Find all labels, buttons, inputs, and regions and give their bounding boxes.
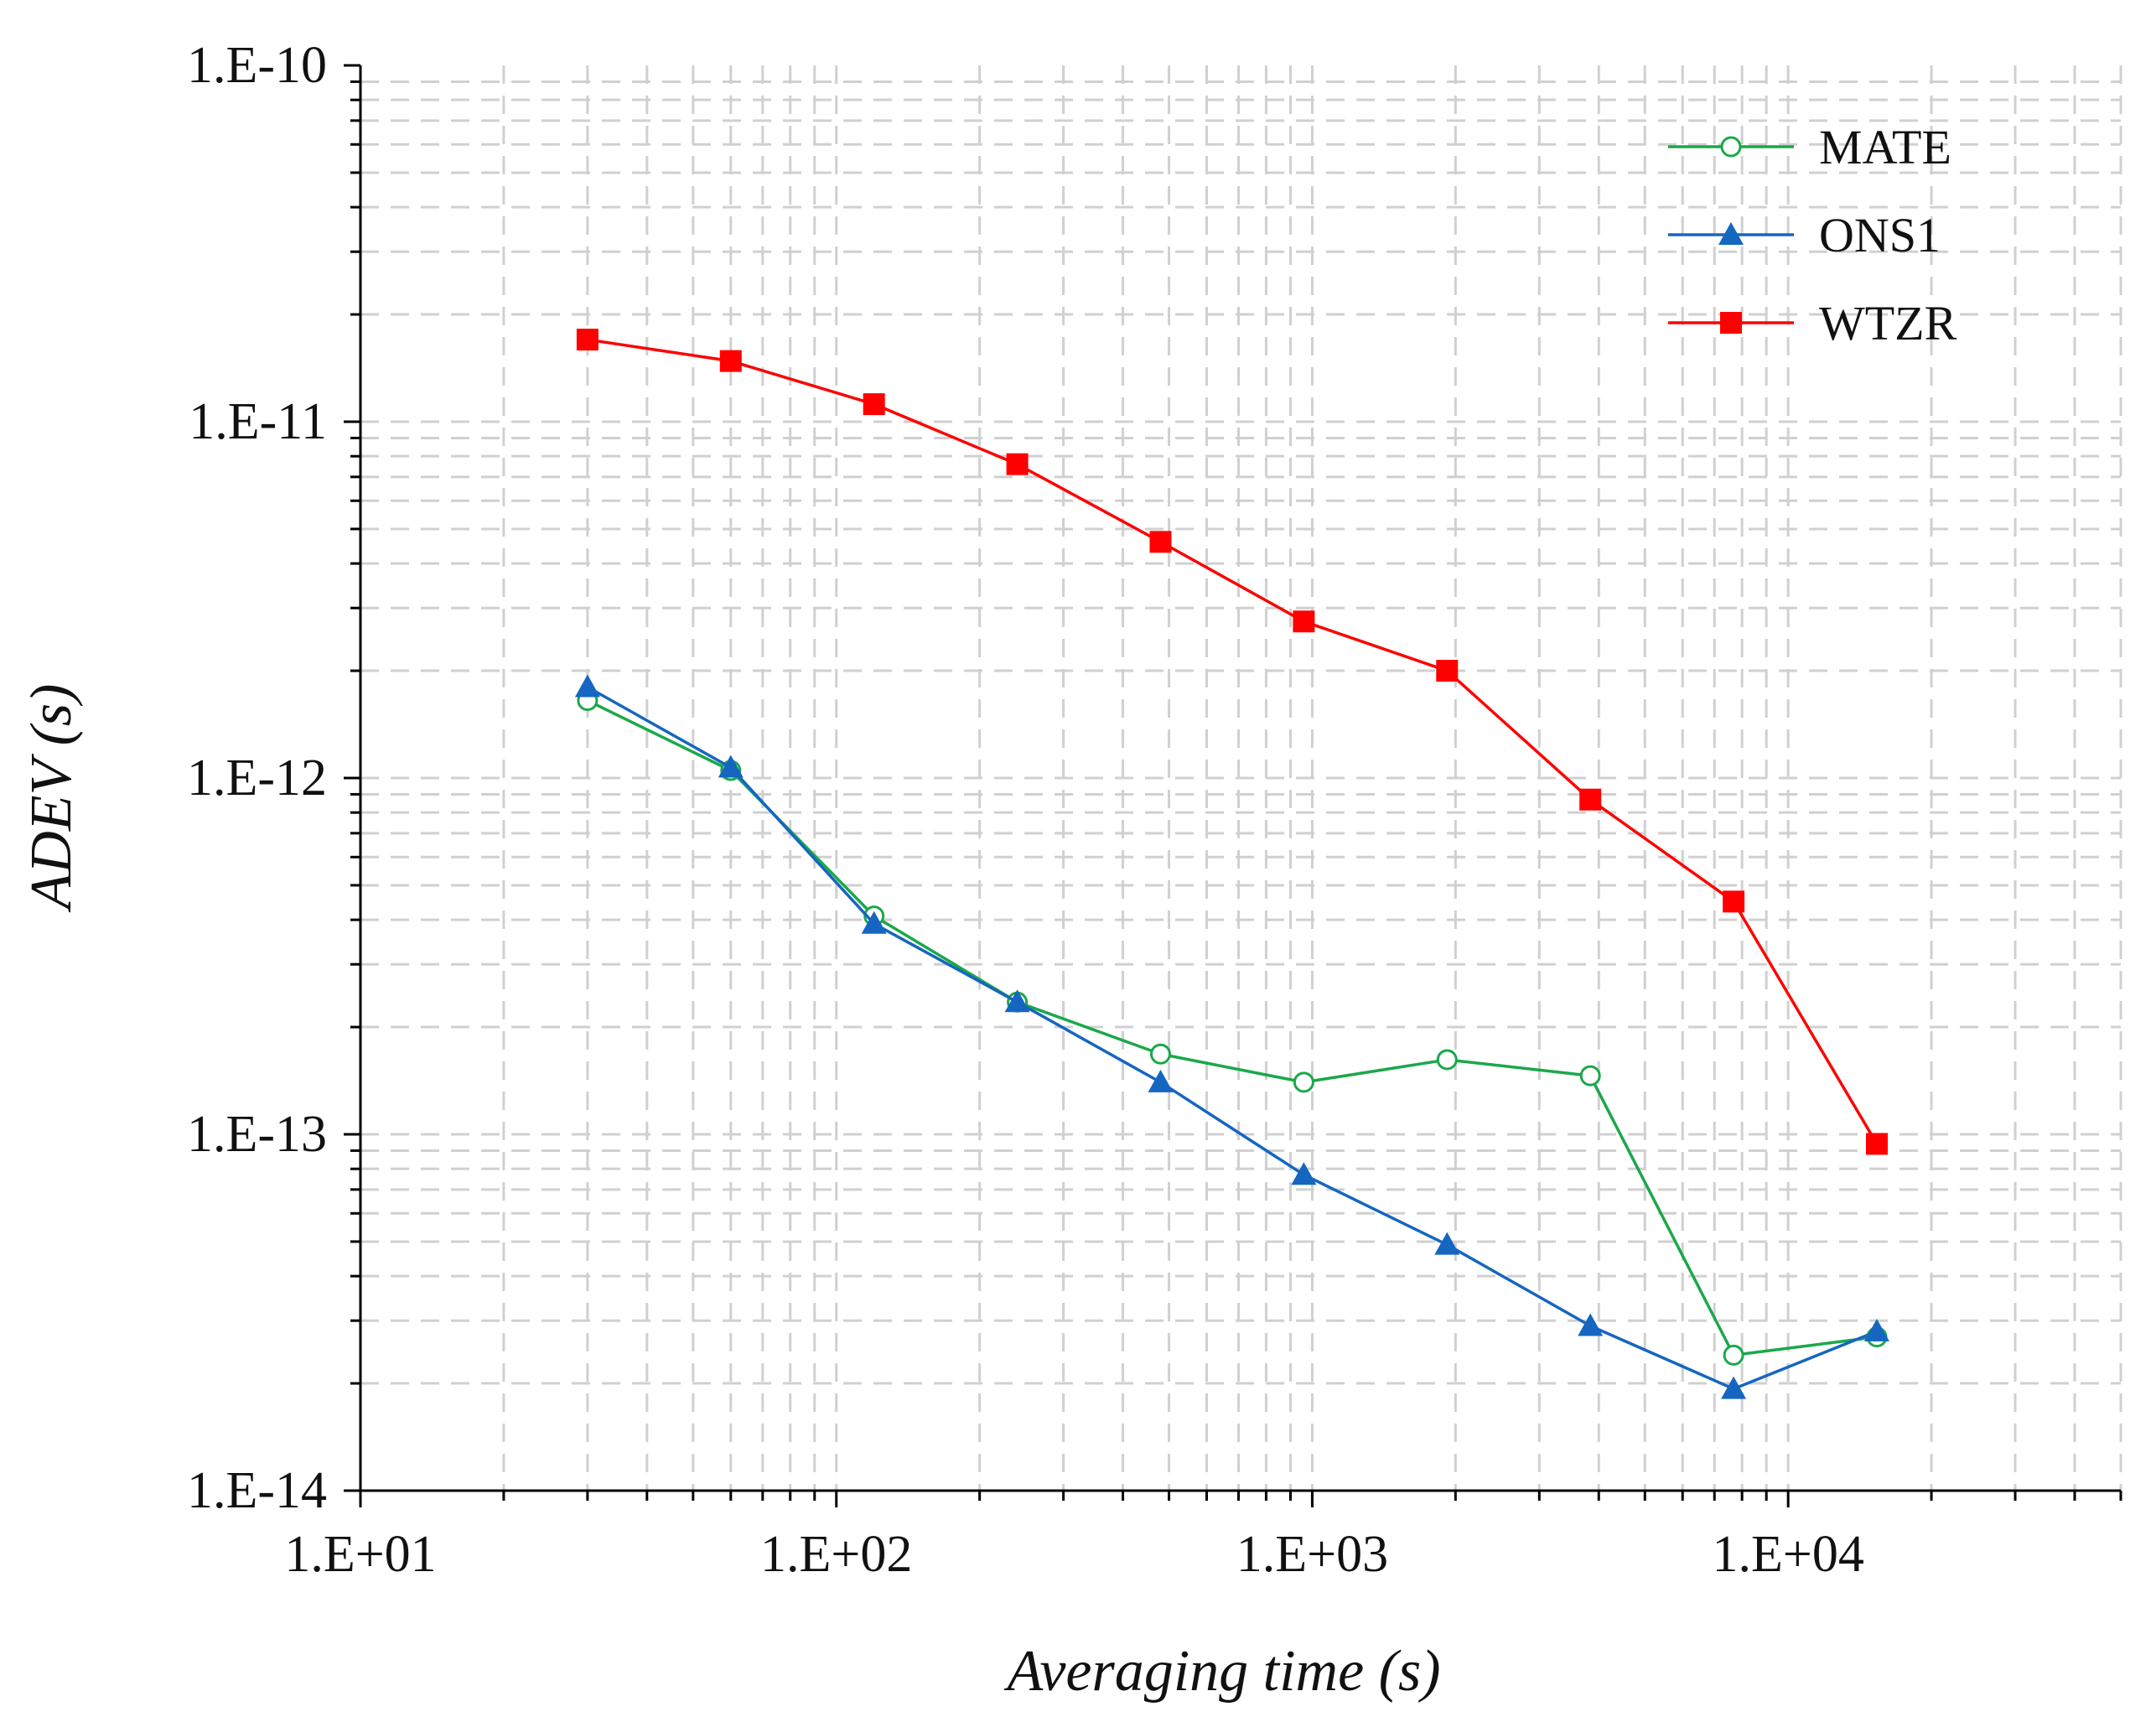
data-point-ons1 (1863, 1318, 1889, 1341)
data-point-ons1 (718, 755, 744, 778)
data-point-mate (1723, 1344, 1744, 1366)
data-point-ons1 (574, 674, 600, 698)
legend-marker-mate (1720, 136, 1742, 158)
legend-marker-wtzr (1720, 312, 1742, 334)
data-point-wtzr (1149, 531, 1172, 553)
data-point-mate (1293, 1071, 1314, 1093)
y-tick-label: 1.E-13 (187, 1106, 327, 1163)
y-tick-label: 1.E-12 (187, 750, 327, 807)
legend-marker-ons1 (1718, 222, 1744, 245)
series-group (574, 329, 1889, 1399)
data-point-ons1 (1721, 1376, 1747, 1399)
x-tick-label: 1.E+02 (760, 1526, 912, 1583)
data-point-ons1 (1578, 1313, 1604, 1336)
data-point-wtzr (1579, 788, 1602, 811)
y-tick-label: 1.E-11 (189, 393, 327, 450)
data-point-mate (1149, 1043, 1171, 1065)
axes (344, 64, 2122, 1507)
series-wtzr (576, 329, 1888, 1155)
data-point-ons1 (1434, 1232, 1460, 1255)
series-ons1 (574, 674, 1889, 1399)
data-point-wtzr (1865, 1133, 1888, 1155)
data-point-ons1 (1004, 989, 1030, 1013)
data-point-wtzr (576, 329, 599, 351)
y-tick-label: 1.E-10 (187, 37, 327, 94)
data-point-wtzr (1436, 660, 1459, 682)
data-point-ons1 (861, 910, 887, 934)
data-point-wtzr (863, 393, 885, 416)
data-point-mate (1436, 1049, 1458, 1071)
series-line-wtzr (587, 338, 1879, 1145)
legend-label-ons1: ONS1 (1819, 208, 1941, 262)
legend: MATE ONS1 WTZR (1668, 120, 1957, 350)
legend-label-wtzr: WTZR (1819, 296, 1957, 350)
data-point-wtzr (1293, 610, 1315, 633)
data-point-wtzr (719, 350, 742, 372)
data-point-mate (1579, 1065, 1601, 1087)
y-axis-title: ADEV (s) (19, 684, 84, 913)
x-tick-label: 1.E+01 (284, 1526, 436, 1583)
x-tick-label: 1.E+03 (1236, 1526, 1388, 1583)
data-point-wtzr (1723, 890, 1745, 913)
series-line-ons1 (587, 685, 1878, 1391)
legend-label-mate: MATE (1819, 120, 1951, 174)
data-point-ons1 (1148, 1069, 1174, 1092)
data-point-wtzr (1006, 453, 1029, 475)
tick-labels: 1.E-14 1.E-13 1.E-12 1.E-11 1.E-10 1.E+01 1.E+… (187, 37, 1864, 1583)
series-line-mate (587, 698, 1878, 1357)
x-tick-label: 1.E+04 (1713, 1526, 1864, 1583)
y-tick-label: 1.E-14 (187, 1462, 327, 1519)
data-point-ons1 (1291, 1162, 1317, 1185)
x-axis-title: Averaging time (s) (1003, 1639, 1440, 1704)
